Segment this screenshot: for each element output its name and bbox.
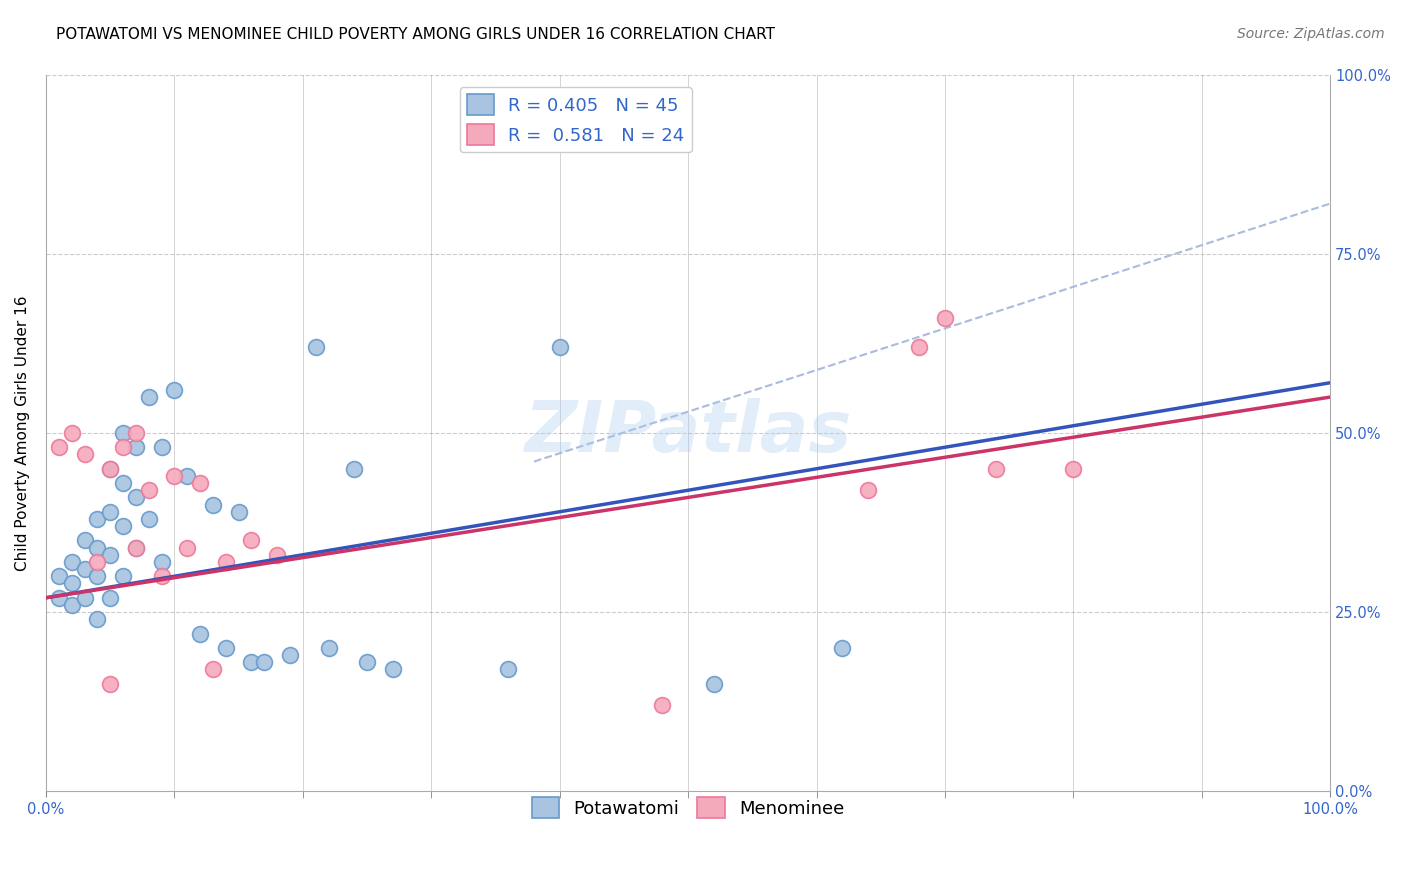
Point [98,548,121,562]
Point [240,533,263,548]
Point [125,440,148,454]
Point [1062,462,1084,476]
Point [188,476,211,491]
Point [215,640,238,655]
Point [908,340,931,354]
Point [548,340,571,354]
Point [73,533,96,548]
Point [98,591,121,605]
Point [98,505,121,519]
Point [112,476,135,491]
Point [112,425,135,440]
Point [150,440,173,454]
Point [138,390,160,404]
Point [112,569,135,583]
Point [138,512,160,526]
Point [278,648,301,662]
Point [48,569,70,583]
Point [98,462,121,476]
Point [73,591,96,605]
Point [163,383,186,397]
Point [986,462,1008,476]
Point [934,311,956,326]
Point [856,483,879,498]
Point [125,541,148,555]
Point [318,640,340,655]
Point [228,505,250,519]
Legend: Potawatomi, Menominee: Potawatomi, Menominee [524,790,852,825]
Point [188,626,211,640]
Point [138,483,160,498]
Point [498,662,520,676]
Point [240,655,263,669]
Point [163,469,186,483]
Point [253,655,276,669]
Point [86,541,108,555]
Point [343,462,366,476]
Point [86,555,108,569]
Point [86,512,108,526]
Point [150,569,173,583]
Point [201,662,224,676]
Point [125,491,148,505]
Point [60,555,83,569]
Point [98,462,121,476]
Y-axis label: Child Poverty Among Girls Under 16: Child Poverty Among Girls Under 16 [15,295,30,571]
Point [86,612,108,626]
Point [356,655,378,669]
Point [73,562,96,576]
Point [48,440,70,454]
Point [266,548,288,562]
Point [73,447,96,461]
Point [112,440,135,454]
Point [60,425,83,440]
Point [98,677,121,691]
Point [60,576,83,591]
Point [86,569,108,583]
Text: ZIPatlas: ZIPatlas [524,399,852,467]
Point [703,677,725,691]
Point [176,469,198,483]
Point [48,591,70,605]
Point [305,340,328,354]
Point [125,541,148,555]
Point [112,519,135,533]
Point [125,425,148,440]
Text: Source: ZipAtlas.com: Source: ZipAtlas.com [1237,27,1385,41]
Point [215,555,238,569]
Point [381,662,404,676]
Point [60,598,83,612]
Point [651,698,673,713]
Point [176,541,198,555]
Text: POTAWATOMI VS MENOMINEE CHILD POVERTY AMONG GIRLS UNDER 16 CORRELATION CHART: POTAWATOMI VS MENOMINEE CHILD POVERTY AM… [56,27,775,42]
Point [150,555,173,569]
Point [831,640,853,655]
Point [201,498,224,512]
